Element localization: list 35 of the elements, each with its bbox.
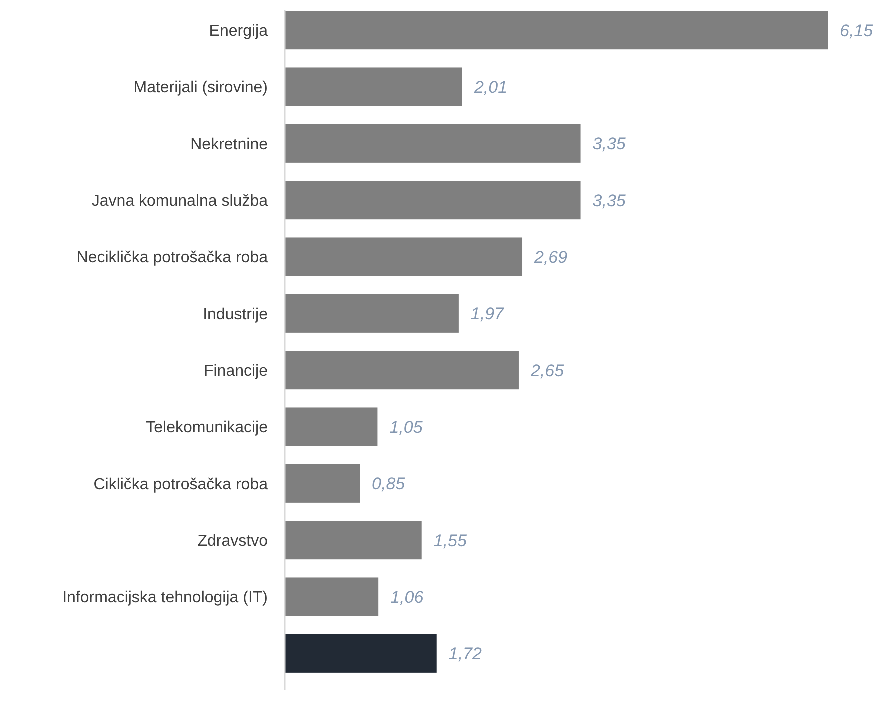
data-label: 1,06 bbox=[390, 588, 424, 607]
y-tick-label: Energija bbox=[209, 22, 268, 40]
bar bbox=[285, 11, 828, 50]
bar bbox=[285, 578, 379, 616]
y-tick-label: Materijali (sirovine) bbox=[134, 80, 268, 97]
data-label: 1,97 bbox=[470, 304, 505, 324]
bar bbox=[285, 238, 523, 276]
data-label: 1,72 bbox=[448, 644, 482, 664]
y-tick-label: Ciklička potrošačka roba bbox=[94, 476, 268, 494]
bar bbox=[285, 294, 459, 333]
y-tick-label: Informacijska tehnologija (IT) bbox=[62, 590, 268, 607]
data-label: 3,35 bbox=[592, 134, 626, 154]
data-label: 1,55 bbox=[434, 531, 468, 550]
bar bbox=[285, 408, 378, 446]
bar bbox=[285, 521, 422, 560]
bar bbox=[285, 181, 581, 220]
y-tick-label: Nekretnine bbox=[190, 136, 268, 154]
bar bbox=[285, 68, 462, 106]
y-tick-label: Financije bbox=[204, 362, 268, 380]
data-label: 2,01 bbox=[473, 78, 508, 97]
y-tick-label: Neciklička potrošačka roba bbox=[76, 250, 268, 267]
data-label: 3,35 bbox=[592, 191, 626, 210]
y-tick-label: Javna komunalna služba bbox=[92, 192, 268, 210]
y-tick-label: Telekomunikacije bbox=[146, 420, 268, 437]
bar bbox=[285, 634, 437, 673]
bar bbox=[285, 124, 581, 163]
data-label: 6,15 bbox=[840, 21, 874, 40]
data-label: 2,65 bbox=[530, 361, 565, 380]
y-tick-label: Industrije bbox=[203, 306, 268, 324]
data-label: 2,69 bbox=[534, 248, 568, 267]
y-tick-label: Zdravstvo bbox=[198, 532, 268, 550]
bar bbox=[285, 464, 360, 503]
data-label: 1,05 bbox=[390, 418, 424, 437]
bar bbox=[285, 351, 519, 390]
data-label: 0,85 bbox=[372, 474, 406, 494]
